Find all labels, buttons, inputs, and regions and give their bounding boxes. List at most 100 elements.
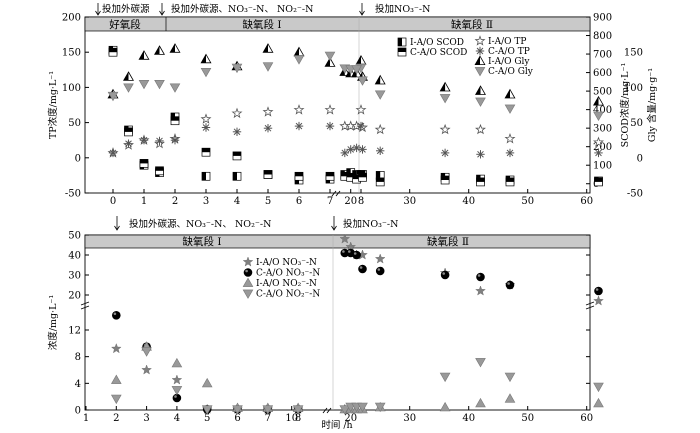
top-point-4 — [355, 54, 367, 65]
top-point-2 — [355, 104, 367, 115]
top-ytick-left-label: 150 — [62, 48, 81, 59]
top-point-3 — [358, 145, 367, 154]
top-ylabel-scod: SCOD浓度/mg·L⁻¹ — [619, 62, 631, 147]
top-ytick-scod-label: 800 — [593, 31, 612, 42]
top-legend-label: C-A/O Gly — [488, 67, 534, 77]
bottom-point-3 — [475, 358, 486, 368]
bottom-point-2 — [475, 397, 486, 408]
top-point-4 — [154, 45, 165, 55]
bottom-point-0 — [593, 295, 604, 306]
top-stage-aerobic: 好氧段 — [109, 18, 141, 31]
top-ytick-gly-label: 150 — [624, 48, 643, 59]
top-point-2 — [231, 107, 243, 119]
bottom-point-3 — [171, 386, 183, 396]
top-ylabel-gly: Gly 含量/mg·g⁻¹ — [646, 68, 658, 142]
top-point-4 — [200, 53, 212, 64]
top-point-1 — [232, 151, 242, 161]
top-point-1 — [440, 175, 450, 185]
top-point-4 — [475, 85, 486, 95]
top-point-3 — [108, 148, 118, 158]
bottom-legend-label: I-A/O NO₂⁻-N — [256, 279, 317, 289]
bottom-annotation-1: 投加外碳源、NO₃⁻-N、 NO₂⁻-N — [129, 218, 271, 230]
top-point-3 — [263, 123, 273, 133]
top-point-4 — [169, 43, 181, 53]
top-xtick-label: 3 — [203, 196, 209, 207]
top-stage-anoxic-2: 缺氧段 Ⅱ — [451, 18, 493, 31]
bottom-point-1 — [594, 286, 603, 296]
bottom-xtick-label: 7 — [265, 413, 271, 424]
bottom-point-1 — [112, 311, 121, 320]
bottom-point-2 — [171, 357, 183, 368]
top-point-4 — [324, 57, 336, 67]
bottom-point-3 — [593, 382, 604, 393]
top-point-3 — [476, 150, 485, 159]
top-point-3 — [376, 146, 385, 156]
top-ytick-scod-label: 600 — [593, 68, 612, 79]
bottom-point-3 — [141, 347, 152, 357]
top-point-5 — [475, 97, 486, 107]
bottom-point-3 — [357, 402, 368, 413]
top-point-2 — [374, 123, 386, 135]
top-annotation-2: 投加外碳源、NO₃⁻-N、 NO₂⁻-N — [171, 3, 313, 15]
bottom-arrow-2-head — [331, 225, 337, 231]
bottom-point-1 — [505, 280, 515, 290]
bottom-point-2 — [504, 393, 516, 403]
bottom-yaxis-break-right — [585, 301, 595, 310]
bottom-point-2 — [439, 401, 451, 412]
top-point-3 — [440, 148, 450, 158]
bottom-xtick-label: 30 — [403, 413, 416, 424]
top-point-5 — [262, 62, 274, 72]
top-annotation-3: 投加NO₃⁻-N — [375, 3, 430, 15]
bottom-xtick-label: 40 — [462, 413, 475, 424]
bottom-point-1 — [352, 250, 361, 260]
top-point-5 — [154, 80, 165, 90]
bottom-legend-marker — [242, 277, 254, 287]
bottom-xtick-label: 60 — [580, 413, 593, 424]
top-ytick-left-label: 50 — [68, 118, 81, 129]
top-xtick-label: 40 — [462, 196, 475, 207]
top-point-2 — [200, 113, 212, 124]
bottom-stage-anoxic-2: 缺氧段 Ⅱ — [427, 235, 469, 248]
bottom-legend-label: C-A/O NO₂⁻-N — [256, 290, 320, 300]
top-xtick-label: 50 — [521, 196, 534, 207]
top-point-2 — [262, 106, 274, 117]
bottom-plot-frame — [84, 234, 591, 411]
bottom-point-0 — [475, 285, 486, 296]
top-legend-label: C-A/O SCOD — [410, 48, 467, 58]
top-ytick-scod-label: 200 — [593, 142, 612, 153]
top-point-1 — [155, 166, 164, 176]
bottom-stage-band — [84, 234, 591, 249]
bottom-point-3 — [232, 405, 243, 415]
bottom-xtick-label: 20 — [344, 413, 357, 424]
top-axis-break — [331, 190, 341, 197]
top-point-3 — [325, 121, 335, 131]
bottom-xtick-label: 5 — [204, 413, 210, 424]
bottom-point-1 — [358, 264, 367, 274]
top-point-3 — [356, 121, 366, 131]
top-point-1 — [139, 159, 149, 168]
top-point-4 — [439, 81, 451, 92]
bottom-legend-label: C-A/O NO₃⁻-N — [256, 269, 320, 279]
bottom-point-0 — [141, 364, 152, 375]
top-point-3 — [346, 145, 355, 154]
top-point-5 — [593, 111, 604, 122]
top-xtick-label: 7 — [327, 196, 333, 207]
top-point-4 — [504, 88, 516, 99]
bottom-point-2 — [110, 374, 122, 384]
top-point-1 — [263, 170, 273, 179]
top-point-5 — [138, 80, 150, 90]
top-point-1 — [476, 177, 485, 187]
bottom-point-3 — [374, 402, 386, 413]
top-annotation-1: 投加外碳源 — [102, 3, 150, 15]
top-legend-label: I-A/O SCOD — [410, 38, 464, 48]
top-point-0 — [232, 171, 242, 181]
bottom-xtick-label: 6 — [234, 413, 240, 424]
bottom-stage-anoxic-1: 缺氧段 Ⅰ — [183, 235, 222, 248]
top-point-2 — [293, 104, 305, 115]
top-xtick-label: 0 — [110, 196, 116, 207]
bottom-point-3 — [339, 405, 351, 415]
bottom-ytick-label: 8 — [75, 352, 81, 363]
top-point-2 — [593, 136, 604, 147]
top-point-1 — [201, 147, 211, 157]
top-ytick-scod-label: 300 — [593, 124, 612, 135]
